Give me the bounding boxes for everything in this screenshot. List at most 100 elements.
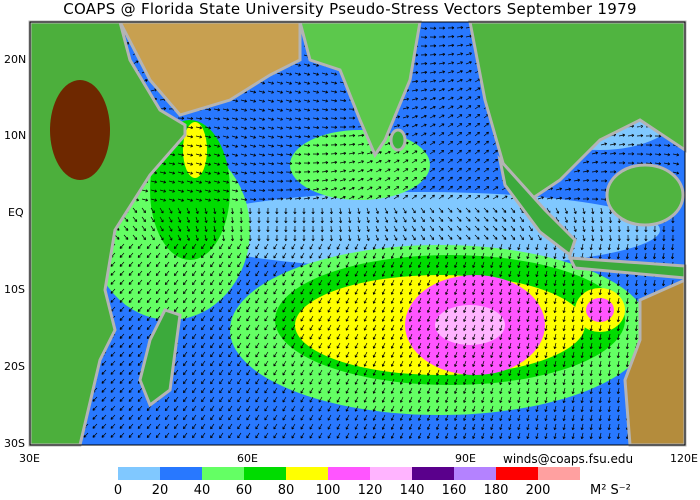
stress-vector-arrow (345, 333, 350, 340)
stress-vector-arrow (303, 135, 311, 139)
stress-vector-arrow (246, 378, 251, 385)
stress-vector-arrow (155, 432, 161, 438)
stress-vector-arrow (137, 288, 143, 294)
stress-vector-arrow (182, 369, 188, 376)
stress-vector-arrow (399, 342, 404, 349)
stress-vector-arrow (399, 432, 404, 439)
stress-vector-arrow (456, 105, 463, 110)
stress-vector-arrow (644, 225, 648, 233)
stress-vector-arrow (311, 234, 315, 242)
stress-vector-arrow (318, 351, 323, 358)
stress-vector-arrow (616, 243, 620, 251)
stress-vector-arrow (348, 207, 352, 215)
stress-vector-arrow (330, 81, 338, 85)
stress-vector-arrow (483, 131, 489, 137)
stress-vector-arrow (472, 360, 476, 367)
stress-vector-arrow (626, 225, 630, 233)
stress-vector-arrow (417, 396, 422, 403)
stress-vector-arrow (255, 261, 260, 268)
colorbar-swatch (454, 467, 496, 480)
stress-vector-arrow (246, 369, 251, 376)
stress-vector-arrow (372, 306, 377, 313)
stress-vector-arrow (186, 189, 193, 193)
stress-vector-arrow (345, 396, 350, 403)
stress-vector-arrow (204, 180, 211, 184)
stress-vector-arrow (544, 270, 548, 278)
stress-vector-arrow (436, 333, 440, 340)
stress-vector-arrow (472, 369, 476, 376)
stress-vector-arrow (609, 151, 617, 156)
stress-vector-arrow (354, 369, 359, 376)
stress-vector-arrow (264, 279, 269, 286)
stress-vector-arrow (291, 288, 296, 295)
stress-vector-arrow (499, 297, 503, 304)
stress-vector-arrow (454, 252, 458, 259)
stress-vector-arrow (571, 333, 575, 341)
stress-vector-arrow (300, 378, 305, 385)
stress-vector-arrow (339, 90, 347, 94)
stress-vector-arrow (213, 153, 220, 157)
stress-vector-arrow (186, 153, 194, 157)
stress-vector-arrow (555, 207, 560, 214)
stress-vector-arrow (553, 324, 557, 332)
colorbar-swatch (118, 467, 160, 480)
stress-vector-arrow (447, 43, 455, 47)
stress-vector-arrow (219, 378, 224, 385)
stress-vector-arrow (420, 185, 426, 191)
stress-vector-arrow (438, 105, 445, 110)
stress-vector-arrow (137, 351, 143, 357)
stress-vector-arrow (119, 333, 125, 339)
stress-vector-arrow (210, 378, 215, 385)
stress-vector-arrow (526, 261, 530, 269)
stress-vector-arrow (357, 133, 365, 137)
stress-vector-arrow (427, 333, 431, 340)
stress-vector-arrow (255, 288, 260, 295)
stress-vector-arrow (366, 177, 373, 182)
stress-vector-arrow (438, 123, 445, 128)
stress-vector-arrow (309, 333, 314, 340)
stress-vector-arrow (249, 180, 257, 184)
stress-vector-arrow (291, 369, 296, 376)
stress-vector-arrow (231, 135, 238, 139)
arabia (117, 20, 302, 117)
stress-vector-arrow (201, 288, 206, 295)
stress-vector-arrow (110, 387, 116, 393)
stress-vector-arrow (159, 189, 167, 193)
stress-vector-arrow (110, 405, 116, 411)
stress-vector-arrow (600, 216, 604, 224)
stress-vector-arrow (384, 150, 391, 155)
stress-vector-arrow (474, 167, 480, 173)
stress-vector-arrow (589, 297, 593, 305)
stress-vector-arrow (294, 72, 301, 76)
stress-vector-arrow (607, 297, 611, 305)
stress-vector-arrow (255, 297, 260, 304)
stress-vector-arrow (634, 297, 638, 305)
stress-vector-arrow (339, 178, 346, 182)
stress-vector-arrow (472, 378, 476, 385)
colorbar-tick-label: 200 (525, 483, 551, 498)
stress-vector-arrow (258, 144, 266, 148)
stress-vector-arrow (472, 405, 476, 412)
stress-vector-arrow (627, 143, 635, 147)
stress-vector-arrow (276, 144, 284, 148)
stress-vector-arrow (465, 131, 472, 137)
stress-vector-arrow (580, 306, 584, 314)
stress-vector-arrow (255, 243, 260, 250)
stress-vector-arrow (508, 396, 512, 404)
stress-vector-arrow (219, 414, 224, 421)
stress-vector-arrow (375, 195, 382, 200)
stress-vector-arrow (291, 315, 296, 322)
stress-vector-arrow (204, 153, 212, 157)
stress-vector-arrow (327, 342, 332, 349)
stress-vector-arrow (249, 189, 257, 193)
stress-vector-arrow (264, 261, 269, 268)
stress-vector-arrow (338, 225, 343, 233)
stress-vector-arrow (128, 378, 134, 384)
stress-vector-arrow (239, 225, 243, 233)
stress-vector-arrow (201, 414, 206, 421)
stress-vector-arrow (339, 160, 347, 164)
stress-vector-arrow (101, 369, 107, 375)
stress-vector-arrow (573, 197, 581, 201)
stress-vector-arrow (544, 396, 548, 404)
stress-vector-arrow (661, 279, 666, 287)
